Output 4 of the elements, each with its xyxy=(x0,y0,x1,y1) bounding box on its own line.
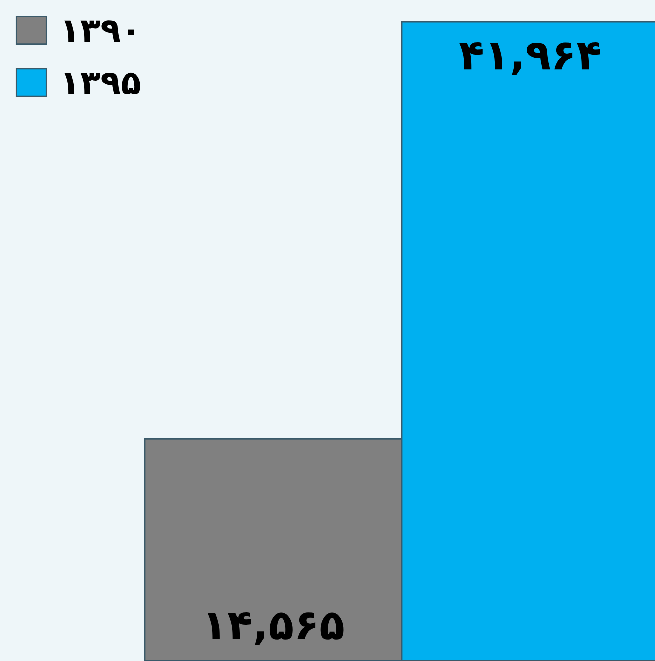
data-label: ۴۱,۹۶۴ xyxy=(460,42,600,76)
legend-label: ۱۳۹۰ xyxy=(64,20,134,42)
data-label: ۱۴,۵۶۵ xyxy=(208,612,344,646)
legend-label: ۱۳۹۵ xyxy=(64,72,140,95)
